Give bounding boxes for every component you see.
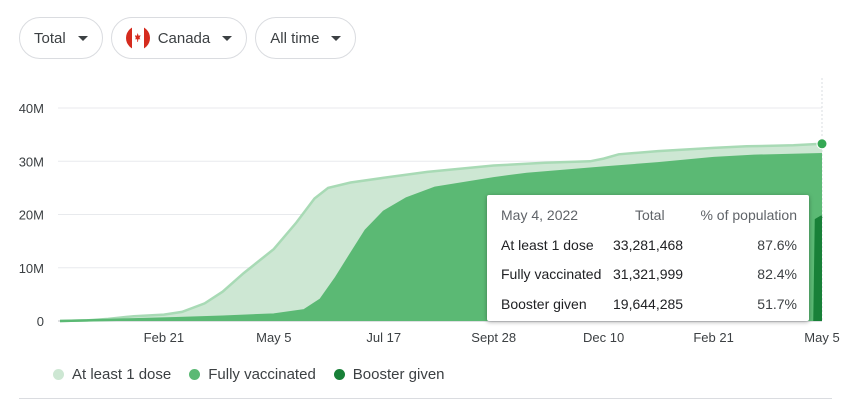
legend-label: At least 1 dose [72,366,172,383]
y-tick-label: 40M [19,101,44,116]
divider [19,398,832,399]
tooltip-row: At least 1 dose 33,281,468 87.6% [501,237,797,255]
y-tick-label: 10M [19,261,44,276]
y-tick-label: 20M [19,208,44,223]
region-dropdown-label: Canada [157,29,211,47]
chevron-down-icon [77,35,88,41]
tooltip-row-pct: 82.4% [757,266,797,282]
canada-flag-icon [125,26,150,50]
tooltip-row-total: 31,321,999 [613,266,684,282]
tooltip-row-pct: 51.7% [757,296,797,312]
x-tick-label: Feb 21 [144,330,184,345]
legend-dot-icon [189,369,201,380]
x-tick-label: Dec 10 [583,330,624,345]
tooltip-row-label: Booster given [501,296,587,312]
tooltip-header: May 4, 2022 Total % of population [501,207,797,225]
tooltip-col-pct: % of population [700,207,797,223]
metric-dropdown-label: Total [34,29,66,47]
legend-item-fully-vaccinated[interactable]: Fully vaccinated [189,366,316,383]
legend-dot-icon [333,369,345,380]
tooltip-date: May 4, 2022 [501,207,579,223]
chevron-down-icon [331,35,342,41]
legend-label: Fully vaccinated [208,366,316,383]
tooltip-row-total: 19,644,285 [613,296,684,312]
latest-point-marker [816,138,828,150]
x-tick-label: May 5 [256,330,291,345]
tooltip-row: Fully vaccinated 31,321,999 82.4% [501,266,797,284]
metric-dropdown[interactable]: Total [19,17,103,59]
chevron-down-icon [222,35,233,41]
tooltip-row-label: At least 1 dose [501,237,594,253]
tooltip-row-total: 33,281,468 [613,237,684,253]
tooltip-row-pct: 87.6% [757,237,797,253]
y-tick-label: 30M [19,154,44,169]
tooltip-row-label: Fully vaccinated [501,266,602,282]
chart-legend: At least 1 dose Fully vaccinated Booster… [53,366,445,383]
tooltip-col-total: Total [635,207,665,223]
legend-dot-icon [53,369,64,380]
y-tick-label: 0 [37,314,44,329]
series-line [59,142,823,323]
x-tick-label: Sept 28 [471,330,516,345]
legend-item-first-dose[interactable]: At least 1 dose [53,366,171,383]
filter-bar: Total Canada All time [19,17,357,59]
x-tick-label: May 5 [804,330,839,345]
x-tick-label: Feb 21 [693,330,733,345]
chart-tooltip: May 4, 2022 Total % of population At lea… [487,195,809,321]
series-line [59,152,823,323]
legend-item-booster[interactable]: Booster given [333,366,445,383]
period-dropdown[interactable]: All time [255,17,357,59]
legend-label: Booster given [352,366,445,383]
x-tick-label: Jul 17 [366,330,401,345]
region-dropdown[interactable]: Canada [110,17,248,59]
period-dropdown-label: All time [270,29,320,47]
tooltip-row: Booster given 19,644,285 51.7% [501,296,797,314]
series-line [813,215,823,322]
